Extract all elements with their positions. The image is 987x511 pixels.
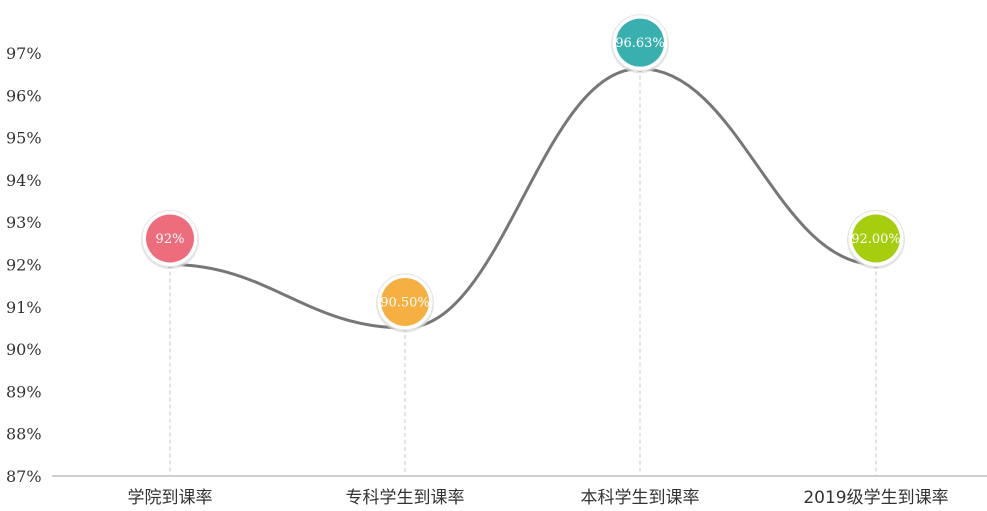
y-tick-label: 93% <box>6 213 42 232</box>
y-tick-label: 88% <box>6 425 42 444</box>
x-tick-label: 本科学生到课率 <box>581 488 700 508</box>
series-line <box>169 67 877 330</box>
y-tick-label: 89% <box>6 382 42 401</box>
x-axis-ticks: 学院到课率 专科学生到课率 本科学生到课率 2019级学生到课率 <box>128 488 949 508</box>
y-tick-label: 95% <box>6 129 42 148</box>
data-label: 96.63% <box>615 36 665 51</box>
y-tick-label: 94% <box>6 171 42 190</box>
x-tick-label: 专科学生到课率 <box>346 488 465 508</box>
x-tick-label: 2019级学生到课率 <box>803 488 948 508</box>
y-tick-label: 90% <box>6 340 42 359</box>
y-tick-label: 87% <box>6 467 42 486</box>
data-markers: 92% 90.50% 96.63% 92.00% <box>141 14 905 333</box>
y-tick-label: 96% <box>6 86 42 105</box>
y-tick-label: 97% <box>6 44 42 63</box>
y-axis-ticks: 87% 88% 89% 90% 91% 92% 93% 94% 95% 96% 97% <box>6 44 42 486</box>
data-label: 90.50% <box>380 295 430 310</box>
x-tick-label: 学院到课率 <box>128 488 213 508</box>
y-tick-label: 92% <box>6 256 42 275</box>
data-label: 92% <box>156 232 185 247</box>
marker-bubble <box>852 214 900 263</box>
marker-bubble <box>146 214 194 263</box>
data-label: 92.00% <box>851 232 901 247</box>
marker-bubble <box>381 277 429 326</box>
y-tick-label: 91% <box>6 298 42 317</box>
marker-bubble <box>616 18 664 67</box>
drop-lines <box>169 68 877 476</box>
